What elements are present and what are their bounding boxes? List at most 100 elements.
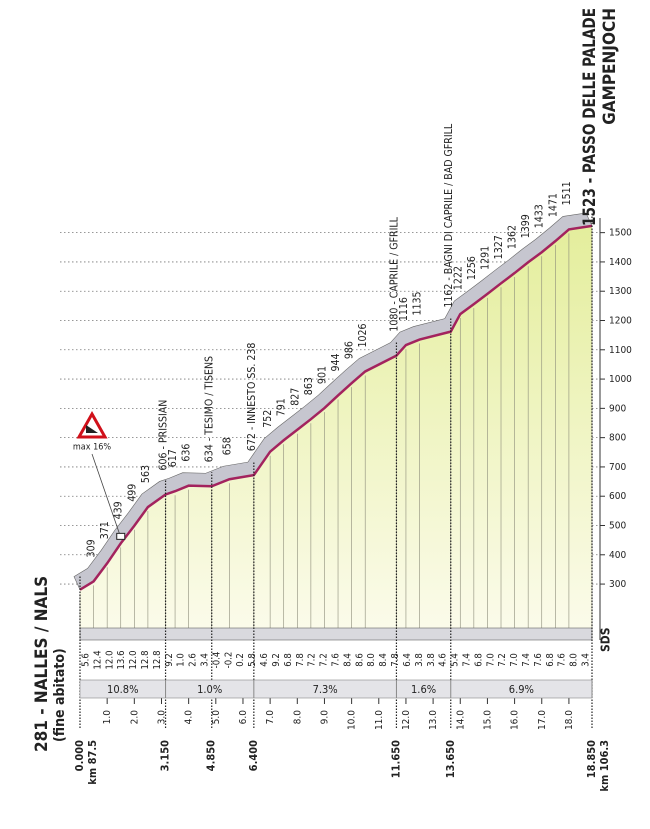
gradient-label: 12.8 bbox=[140, 650, 151, 669]
gradient-label: 7.2 bbox=[319, 653, 330, 667]
waypoint-label: 863 bbox=[303, 377, 315, 395]
gradient-label: 7.8 bbox=[295, 653, 306, 667]
y-tick-label: 900 bbox=[609, 403, 626, 414]
checkpoint-km: 0.000 bbox=[73, 740, 86, 771]
x-tick-label: 8.0 bbox=[292, 710, 303, 725]
x-tick-label: 2.0 bbox=[129, 710, 140, 725]
waypoint-label: 752 bbox=[262, 410, 274, 428]
gradient-label: 3.4 bbox=[581, 653, 592, 667]
base-strip bbox=[79, 627, 593, 641]
waypoint-label: 1471 bbox=[547, 193, 559, 217]
gradient-label: 13.6 bbox=[116, 650, 127, 669]
waypoint-label: 1433 bbox=[534, 204, 546, 228]
logo: SDS bbox=[599, 627, 613, 652]
gradient-label: 6.8 bbox=[473, 653, 484, 667]
checkpoint-km: 6.400 bbox=[247, 740, 260, 771]
x-tick-label: 17.0 bbox=[537, 710, 548, 730]
y-tick-label: 1100 bbox=[609, 345, 632, 356]
start-km: km 87.5 bbox=[86, 740, 99, 785]
start-label: 281 - NALLES / NALS bbox=[32, 576, 52, 752]
start-note: (fine abitato) bbox=[52, 648, 68, 742]
waypoint-label: 1222 bbox=[452, 266, 464, 290]
gradient-label: 7.4 bbox=[521, 653, 532, 667]
gradient-label: 7.2 bbox=[497, 653, 508, 667]
gradient-label: 9.2 bbox=[271, 653, 282, 667]
y-tick-label: 800 bbox=[609, 433, 626, 444]
gradient-label: 7.0 bbox=[485, 653, 496, 667]
gradient-label: 12.4 bbox=[92, 650, 103, 669]
gradient-label: 12.0 bbox=[104, 650, 115, 669]
profile-area bbox=[80, 225, 592, 628]
segment-label: 10.8% bbox=[107, 683, 138, 696]
gradient-label: 8.4 bbox=[342, 653, 353, 667]
x-tick-label: 14.0 bbox=[455, 710, 466, 730]
checkpoint-km: 3.150 bbox=[159, 740, 172, 771]
x-tick-label: 4.0 bbox=[184, 710, 195, 725]
waypoint-label: 1327 bbox=[493, 235, 505, 259]
end-km: km 106.3 bbox=[598, 740, 611, 792]
gradient-label: 8.0 bbox=[366, 653, 377, 667]
waypoint-label: 901 bbox=[316, 366, 328, 384]
y-tick-label: 1300 bbox=[609, 286, 632, 297]
waypoint-label: 672 - INNESTO SS. 238 bbox=[246, 343, 258, 452]
gradient-label: 4.6 bbox=[259, 653, 270, 667]
end-note: GAMPENJOCH bbox=[600, 8, 620, 125]
y-tick-label: 1000 bbox=[609, 374, 632, 385]
waypoint-label: 499 bbox=[126, 484, 138, 502]
waypoint-label: 606 - PRISSIAN bbox=[158, 400, 170, 471]
y-tick-label: 400 bbox=[609, 550, 626, 561]
gradient-label: 7.6 bbox=[533, 653, 544, 667]
segment-label: 1.6% bbox=[411, 683, 436, 696]
gradient-label: 5.6 bbox=[80, 653, 91, 667]
x-tick-label: 3.0 bbox=[156, 710, 167, 725]
waypoint-label: 658 bbox=[221, 437, 233, 455]
x-tick-label: 16.0 bbox=[510, 710, 521, 730]
gradient-label: 6.8 bbox=[545, 653, 556, 667]
gradient-label: 8.6 bbox=[354, 653, 365, 667]
gradient-label: 7.8 bbox=[390, 653, 401, 667]
x-tick-label: 6.0 bbox=[238, 710, 249, 725]
waypoint-label: 636 bbox=[181, 444, 193, 462]
waypoint-label: 1362 bbox=[507, 225, 519, 249]
y-tick-label: 700 bbox=[609, 462, 626, 473]
waypoint-label: 371 bbox=[99, 521, 111, 539]
gradient-label: 5.4 bbox=[450, 653, 461, 667]
waypoint-label: 439 bbox=[113, 501, 125, 519]
gradient-label: 6.8 bbox=[283, 653, 294, 667]
gradient-label: 1.0 bbox=[176, 653, 187, 667]
x-tick-label: 12.0 bbox=[401, 710, 412, 730]
gradient-label: 2.6 bbox=[188, 653, 199, 667]
waypoint-label: 1511 bbox=[561, 181, 573, 205]
gradient-label: 12.0 bbox=[128, 650, 139, 669]
end-label: 1523 - PASSO DELLE PALADE bbox=[580, 8, 600, 226]
gradient-label: 3.8 bbox=[414, 653, 425, 667]
y-tick-label: 300 bbox=[609, 579, 626, 590]
gradient-label: 6.4 bbox=[402, 653, 413, 667]
gradient-label: -0.4 bbox=[211, 652, 222, 669]
gradient-label: 7.6 bbox=[557, 653, 568, 667]
gradient-label: 8.0 bbox=[569, 653, 580, 667]
waypoint-label: 634 - TESIMO / TISENS bbox=[204, 356, 216, 462]
segment-label: 7.3% bbox=[313, 683, 338, 696]
gradient-label: 4.6 bbox=[438, 653, 449, 667]
x-tick-label: 7.0 bbox=[265, 710, 276, 725]
gradient-label: 3.8 bbox=[426, 653, 437, 667]
waypoint-label: 563 bbox=[140, 465, 152, 483]
checkpoint-km: 13.650 bbox=[444, 740, 457, 778]
waypoint-label: 791 bbox=[276, 398, 288, 416]
waypoint-label: 944 bbox=[330, 353, 342, 371]
gradient-label: 12.8 bbox=[152, 650, 163, 669]
y-tick-label: 1200 bbox=[609, 316, 632, 327]
y-tick-label: 1500 bbox=[609, 228, 632, 239]
profile-line bbox=[79, 224, 593, 591]
waypoint-label: 827 bbox=[289, 388, 301, 406]
x-tick-label: 11.0 bbox=[374, 710, 385, 730]
waypoint-label: 1162 - BAGNI DI CAPRILE / BAD GFRILL bbox=[443, 123, 455, 308]
gradient-label: 7.6 bbox=[331, 653, 342, 667]
gradient-label: 0.2 bbox=[235, 653, 246, 667]
x-tick-label: 15.0 bbox=[482, 710, 493, 730]
waypoint-label: 1116 bbox=[398, 297, 410, 321]
max-gradient: max 16% bbox=[73, 443, 112, 453]
warning-sign bbox=[76, 410, 108, 439]
